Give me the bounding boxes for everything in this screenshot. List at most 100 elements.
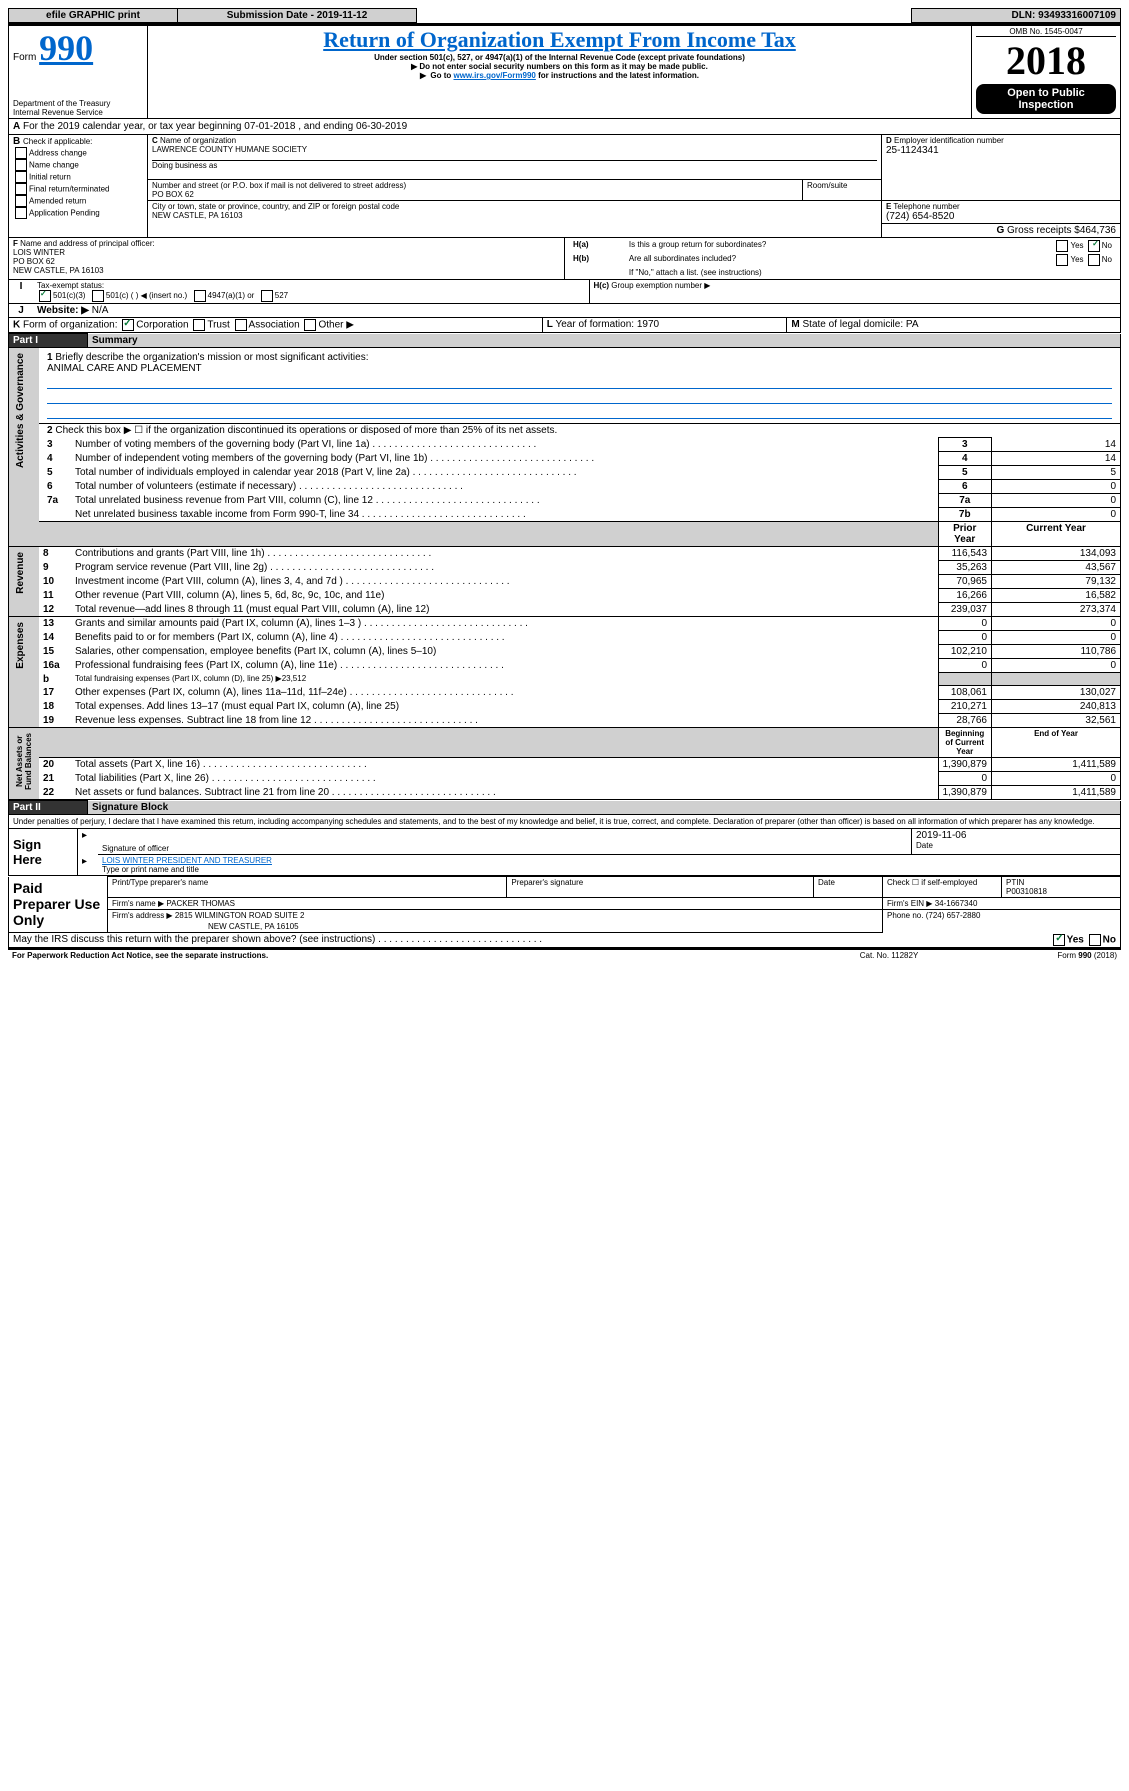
row3: Number of voting members of the governin…	[71, 438, 938, 452]
sign-here: Sign Here	[9, 829, 78, 876]
side-revenue: Revenue	[13, 548, 28, 598]
officer-addr1: PO BOX 62	[13, 257, 560, 266]
col-current: Current Year	[992, 522, 1121, 547]
side-expenses: Expenses	[13, 618, 28, 673]
ein-val: 25-1124341	[886, 145, 1116, 156]
firm-addr2: NEW CASTLE, PA 16105	[108, 921, 883, 933]
sig-officer-lbl: Signature of officer	[102, 844, 907, 853]
chk-address[interactable]	[15, 147, 27, 159]
firm-ein: 34-1667340	[935, 899, 978, 908]
cat-no: Cat. No. 11282Y	[805, 949, 973, 961]
self-emp: Check ☐ if self-employed	[883, 877, 1002, 898]
ha-no[interactable]	[1088, 240, 1100, 252]
omb: OMB No. 1545-0047	[976, 27, 1116, 37]
city-lbl: City or town, state or province, country…	[152, 202, 877, 211]
q2: Check this box ▶ ☐ if the organization d…	[55, 425, 557, 436]
open-public: Open to Public Inspection	[976, 84, 1116, 114]
ha-yes[interactable]	[1056, 240, 1068, 252]
form-990-link[interactable]: 990	[39, 28, 93, 68]
tax-year: 2018	[976, 37, 1116, 84]
org-name-lbl: Name of organization	[160, 136, 236, 145]
prep-sig-lbl: Preparer's signature	[507, 877, 814, 898]
top-bar: efile GRAPHIC print Submission Date - 20…	[8, 8, 1121, 23]
state-lbl: State of legal domicile:	[803, 319, 904, 330]
period-line: For the 2019 calendar year, or tax year …	[23, 121, 407, 132]
typed-name[interactable]: LOIS WINTER PRESIDENT AND TREASURER	[102, 856, 1116, 865]
chk-amended[interactable]	[15, 195, 27, 207]
hc-text: Group exemption number ▶	[611, 281, 710, 290]
col-beg: Beginning of Current Year	[938, 728, 992, 758]
typed-lbl: Type or print name and title	[102, 865, 1116, 874]
part1-tab: Part I	[9, 334, 88, 348]
ha-text: Is this a group return for subordinates?	[625, 239, 964, 253]
chk-4947[interactable]	[194, 290, 206, 302]
chk-pending[interactable]	[15, 207, 27, 219]
q1-val: ANIMAL CARE AND PLACEMENT	[47, 363, 202, 374]
phone-val: (724) 654-8520	[886, 211, 1116, 222]
discuss-yes[interactable]	[1053, 934, 1065, 946]
year-lbl: Year of formation:	[555, 319, 634, 330]
city-val: NEW CASTLE, PA 16103	[152, 211, 877, 220]
addr-lbl: Number and street (or P.O. box if mail i…	[152, 181, 798, 190]
officer-lbl: Name and address of principal officer:	[20, 239, 155, 248]
taxexempt-lbl: Tax-exempt status:	[37, 281, 104, 290]
col-end: End of Year	[992, 728, 1121, 758]
chk-501c[interactable]	[92, 290, 104, 302]
addr-val: PO BOX 62	[152, 190, 798, 199]
gross-val: 464,736	[1080, 225, 1116, 236]
side-governance: Activities & Governance	[13, 349, 28, 472]
chk-527[interactable]	[261, 290, 273, 302]
irs-link[interactable]: www.irs.gov/Form990	[453, 71, 535, 80]
subtitle: Under section 501(c), 527, or 4947(a)(1)…	[152, 53, 967, 62]
firm-addr1: 2815 WILMINGTON ROAD SUITE 2	[175, 911, 305, 920]
website-val: N/A	[92, 305, 109, 316]
firm-name: PACKER THOMAS	[166, 899, 235, 908]
discuss-no[interactable]	[1089, 934, 1101, 946]
chk-assoc[interactable]	[235, 319, 247, 331]
chk-name[interactable]	[15, 159, 27, 171]
dln: DLN: 93493316007109	[912, 9, 1121, 23]
dba-lbl: Doing business as	[152, 160, 877, 170]
chk-final[interactable]	[15, 183, 27, 195]
phone-lbl: Telephone number	[893, 202, 959, 211]
check-applicable: Check if applicable:	[23, 137, 92, 146]
q1-lbl: Briefly describe the organization's miss…	[55, 352, 368, 363]
return-title[interactable]: Return of Organization Exempt From Incom…	[152, 27, 967, 53]
hb-no[interactable]	[1088, 254, 1100, 266]
officer-addr2: NEW CASTLE, PA 16103	[13, 266, 560, 275]
chk-corp[interactable]	[122, 319, 134, 331]
paid-preparer: Paid Preparer Use Only	[9, 877, 108, 933]
room-lbl: Room/suite	[803, 180, 882, 201]
chk-initial[interactable]	[15, 171, 27, 183]
part2-tab: Part II	[9, 801, 88, 815]
chk-other[interactable]	[304, 319, 316, 331]
part1-heading: Summary	[88, 334, 1121, 348]
gross-lbl: Gross receipts $	[1007, 225, 1080, 236]
firm-phone: (724) 657-2880	[926, 911, 981, 920]
officer-name: LOIS WINTER	[13, 248, 560, 257]
hb-note: If "No," attach a list. (see instruction…	[625, 267, 1116, 278]
pra-notice: For Paperwork Reduction Act Notice, see …	[8, 949, 805, 961]
state-val: PA	[906, 319, 919, 330]
chk-trust[interactable]	[193, 319, 205, 331]
hb-yes[interactable]	[1056, 254, 1068, 266]
formorg-lbl: Form of organization:	[23, 320, 118, 331]
year-val: 1970	[637, 319, 659, 330]
discuss-q: May the IRS discuss this return with the…	[9, 933, 963, 948]
org-name: LAWRENCE COUNTY HUMANE SOCIETY	[152, 145, 877, 154]
goto-note: Go to www.irs.gov/Form990 for instructio…	[152, 71, 967, 80]
submission-date: Submission Date - 2019-11-12	[178, 9, 417, 23]
hb-text: Are all subordinates included?	[625, 253, 964, 267]
col-prior: Prior Year	[938, 522, 992, 547]
chk-501c3[interactable]	[39, 290, 51, 302]
prep-date-lbl: Date	[814, 877, 883, 898]
ptin: P00310818	[1006, 887, 1047, 896]
form-label: Form	[13, 52, 36, 63]
sig-date: 2019-11-06	[916, 830, 1116, 841]
efile-btn[interactable]: efile GRAPHIC print	[9, 9, 178, 23]
ssn-note: Do not enter social security numbers on …	[152, 62, 967, 71]
dept-label: Department of the Treasury Internal Reve…	[13, 99, 143, 117]
prep-name-lbl: Print/Type preparer's name	[108, 877, 507, 898]
perjury: Under penalties of perjury, I declare th…	[8, 815, 1121, 829]
ein-lbl: Employer identification number	[894, 136, 1004, 145]
